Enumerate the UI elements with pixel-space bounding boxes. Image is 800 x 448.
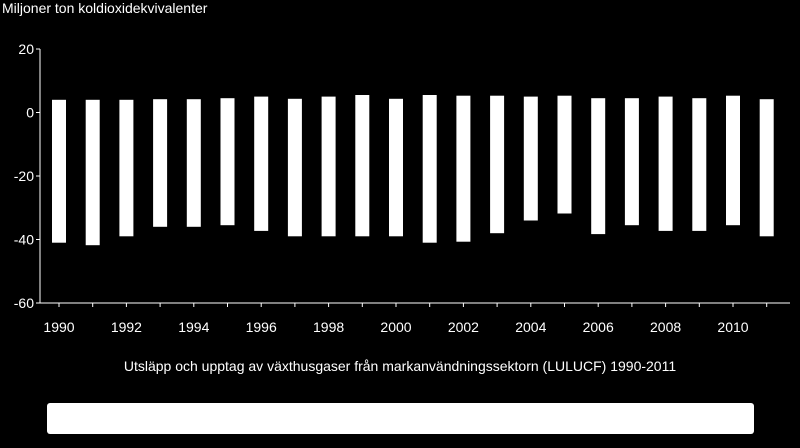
x-ticks-group: 1990 1992 1994 1996 1998 2000 2002 2004 2006 2008… [43,303,768,335]
bar-2009-s1 [692,112,707,231]
bar-1995-s1 [220,112,235,226]
y-ticks-group: 20 0 -20 -40 -60 [14,41,40,311]
bar-1999-s1 [355,112,370,237]
bar-1998-s0 [321,96,336,113]
bar-2001-s0 [422,95,437,113]
bar-2008-s1 [658,112,673,231]
bar-chart: 20 0 -20 -40 -60 1990 1992 1994 1996 1998 2000 200… [14,41,790,335]
bar-1991-s1 [85,112,100,246]
y-tick-label: -20 [14,168,34,184]
bar-2007-s1 [624,112,639,226]
bar-2000-s1 [389,112,403,237]
y-axis-label: Miljoner ton koldioxidekvivalenter [2,0,208,16]
bar-1993-s1 [153,112,168,227]
bar-1994-s1 [186,112,201,227]
chart-caption: Utsläpp och upptag av växthusgaser från … [123,358,677,374]
bar-1990-s1 [52,112,66,243]
x-tick-label-2002: 2002 [448,319,479,335]
bar-2004-s0 [523,96,538,113]
y-tick-label: -40 [14,232,34,248]
bar-1993-s0 [153,99,168,113]
bar-1997-s1 [287,112,302,237]
bar-1992-s0 [119,99,134,113]
y-tick-label: -60 [14,295,34,311]
x-tick-label-2008: 2008 [650,319,681,335]
bar-2004-s1 [523,112,538,221]
x-tick-label-2006: 2006 [583,319,614,335]
x-tick-label-1990: 1990 [43,319,74,335]
bar-1999-s0 [355,95,370,113]
bar-2007-s0 [624,98,639,113]
bar-2002-s0 [456,95,471,113]
bar-2009-s0 [692,98,707,113]
bar-2005-s1 [557,112,572,214]
bar-2010-s1 [726,112,740,226]
bar-1998-s1 [321,112,336,237]
bottom-panel [47,403,754,434]
y-tick-label: 20 [18,41,34,57]
bar-2000-s0 [389,98,403,113]
x-tick-label-2000: 2000 [380,319,411,335]
x-tick-label-1992: 1992 [111,319,142,335]
axes-group [39,49,790,304]
x-tick-label-1994: 1994 [178,319,209,335]
bar-1992-s1 [119,112,134,237]
x-tick-label-2004: 2004 [515,319,546,335]
bar-2010-s0 [726,95,740,113]
bar-1996-s1 [254,112,269,231]
bar-2005-s0 [557,95,572,113]
bar-1995-s0 [220,98,235,113]
bar-2011-s1 [759,112,774,237]
bar-2002-s1 [456,112,471,242]
bar-1990-s0 [52,99,66,113]
bar-2011-s0 [759,99,774,113]
x-tick-label-1996: 1996 [246,319,277,335]
bars-group [52,95,774,246]
y-tick-label: 0 [26,105,34,121]
bar-2001-s1 [422,112,437,243]
bar-1991-s0 [85,99,100,113]
bar-1996-s0 [254,96,269,113]
bar-1997-s0 [287,98,302,113]
x-tick-label-2010: 2010 [717,319,748,335]
bar-2006-s1 [591,112,606,235]
x-tick-label-1998: 1998 [313,319,344,335]
bar-2008-s0 [658,96,673,113]
bar-2003-s0 [490,95,505,113]
bar-2003-s1 [490,112,505,234]
bar-1994-s0 [186,99,201,113]
bar-2006-s0 [591,98,606,113]
